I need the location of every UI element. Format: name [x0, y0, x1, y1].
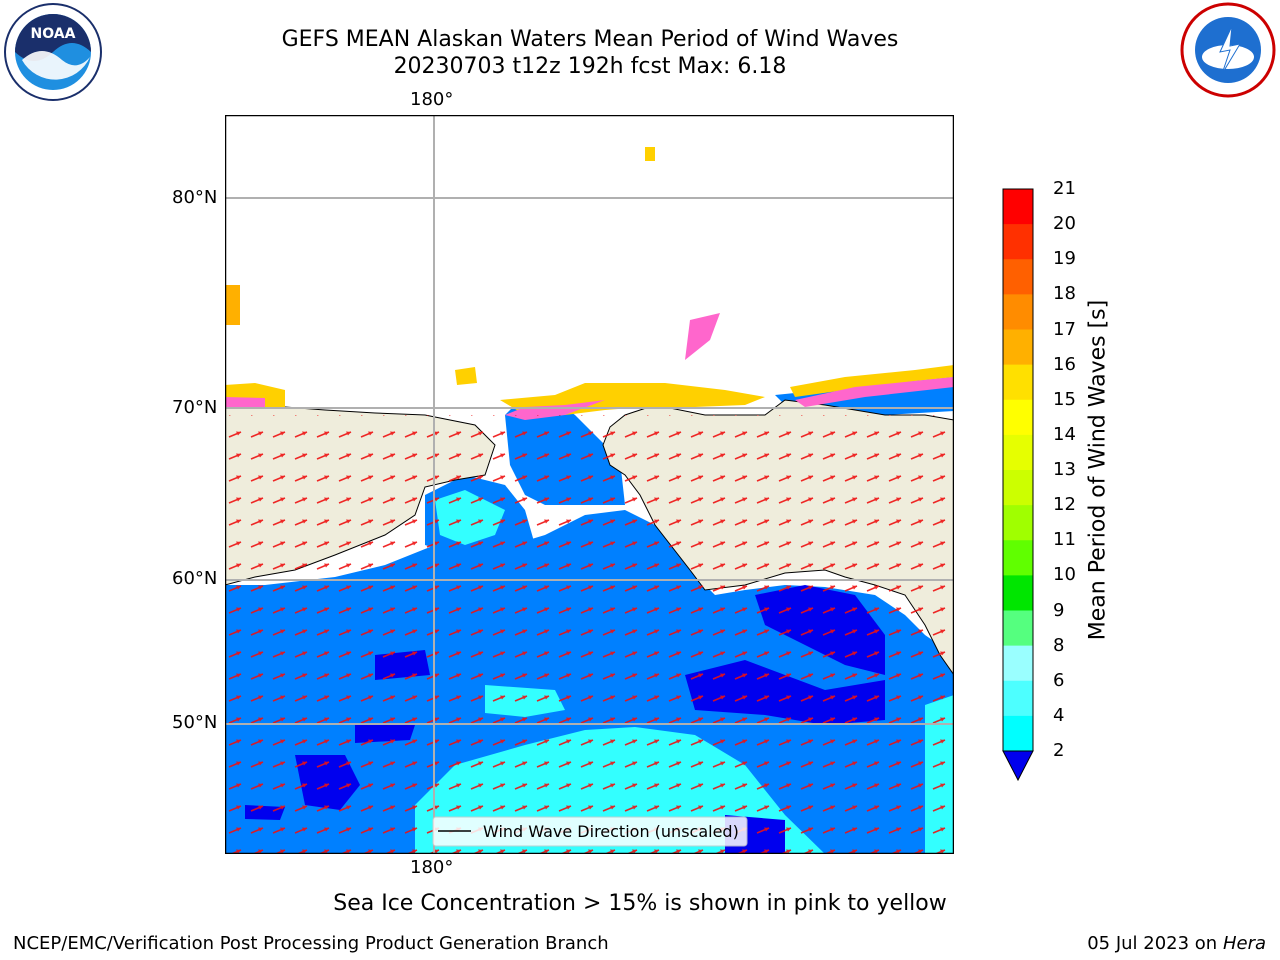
colorbar-tick-label: 16 — [1053, 353, 1076, 375]
colorbar-tick-label: 10 — [1053, 564, 1076, 586]
credit-text: NCEP/EMC/Verification Post Processing Pr… — [13, 933, 609, 954]
latitude-label: 70°N — [172, 397, 218, 418]
colorbar-cell — [1003, 575, 1033, 611]
date-stamp: 05 Jul 2023 on Hera — [1087, 933, 1266, 954]
colorbar-cell — [1003, 505, 1033, 541]
sea-ice-note: Sea Ice Concentration > 15% is shown in … — [333, 891, 947, 916]
colorbar-tick-label: 11 — [1053, 529, 1076, 551]
colorbar-cell — [1003, 364, 1033, 401]
colorbar-cell — [1003, 434, 1033, 471]
latitude-label: 60°N — [172, 568, 218, 589]
colorbar-cell — [1003, 294, 1033, 330]
arrow-legend: Wind Wave Direction (unscaled) — [432, 816, 748, 847]
colorbar-cell — [1003, 399, 1033, 436]
map-gridlines — [225, 115, 954, 854]
colorbar-cell — [1003, 540, 1033, 576]
bottom-longitude-label: 180° — [410, 857, 454, 878]
colorbar-tick-label: 14 — [1053, 423, 1076, 445]
colorbar-tick-label: 8 — [1053, 634, 1065, 656]
colorbar-under-arrow — [1002, 750, 1034, 782]
colorbar-cell — [1003, 715, 1033, 752]
colorbar-tick-label: 9 — [1053, 599, 1065, 621]
colorbar-tick-label: 18 — [1053, 283, 1076, 305]
colorbar-tick-label: 4 — [1053, 704, 1065, 726]
colorbar-cell — [1003, 224, 1033, 260]
colorbar-cell — [1003, 645, 1033, 682]
latitude-label: 80°N — [172, 187, 218, 208]
colorbar-cell — [1003, 259, 1033, 295]
colorbar-tick-label: 19 — [1053, 248, 1076, 270]
top-longitude-label: 180° — [410, 89, 454, 110]
colorbar-tick-label: 12 — [1053, 494, 1076, 516]
noaa-logo-text: NOAA — [31, 26, 76, 42]
colorbar-tick-label: 20 — [1053, 213, 1076, 235]
map-area: Wind Wave Direction (unscaled) — [225, 115, 954, 854]
colorbar-cell — [1003, 680, 1033, 717]
chart-subtitle: 20230703 t12z 192h fcst Max: 6.18 — [393, 54, 787, 79]
colorbar-cell — [1003, 610, 1033, 647]
latitude-label: 50°N — [172, 712, 218, 733]
colorbar-tick-label: 17 — [1053, 318, 1076, 340]
colorbar-tick-label: 6 — [1053, 669, 1065, 691]
colorbar-label: Mean Period of Wind Waves [s] — [1085, 299, 1111, 641]
host-name: Hera — [1222, 933, 1266, 954]
colorbar-cell — [1003, 470, 1033, 506]
colorbar-tick-label: 15 — [1053, 388, 1076, 410]
nws-logo — [1180, 2, 1276, 98]
colorbar-tick-label: 2 — [1053, 740, 1065, 761]
chart-title: GEFS MEAN Alaskan Waters Mean Period of … — [281, 27, 899, 52]
noaa-logo: NOAA — [4, 3, 102, 101]
colorbar-tick-label: 21 — [1053, 178, 1076, 199]
wind-wave-direction-arrows — [225, 415, 954, 854]
date-text: 05 Jul 2023 on — [1087, 933, 1223, 954]
colorbar-tick-label: 13 — [1053, 459, 1076, 480]
legend-label: Wind Wave Direction (unscaled) — [483, 822, 739, 841]
colorbar — [1002, 188, 1034, 782]
colorbar-cell — [1003, 329, 1033, 366]
colorbar-cell — [1003, 189, 1033, 225]
